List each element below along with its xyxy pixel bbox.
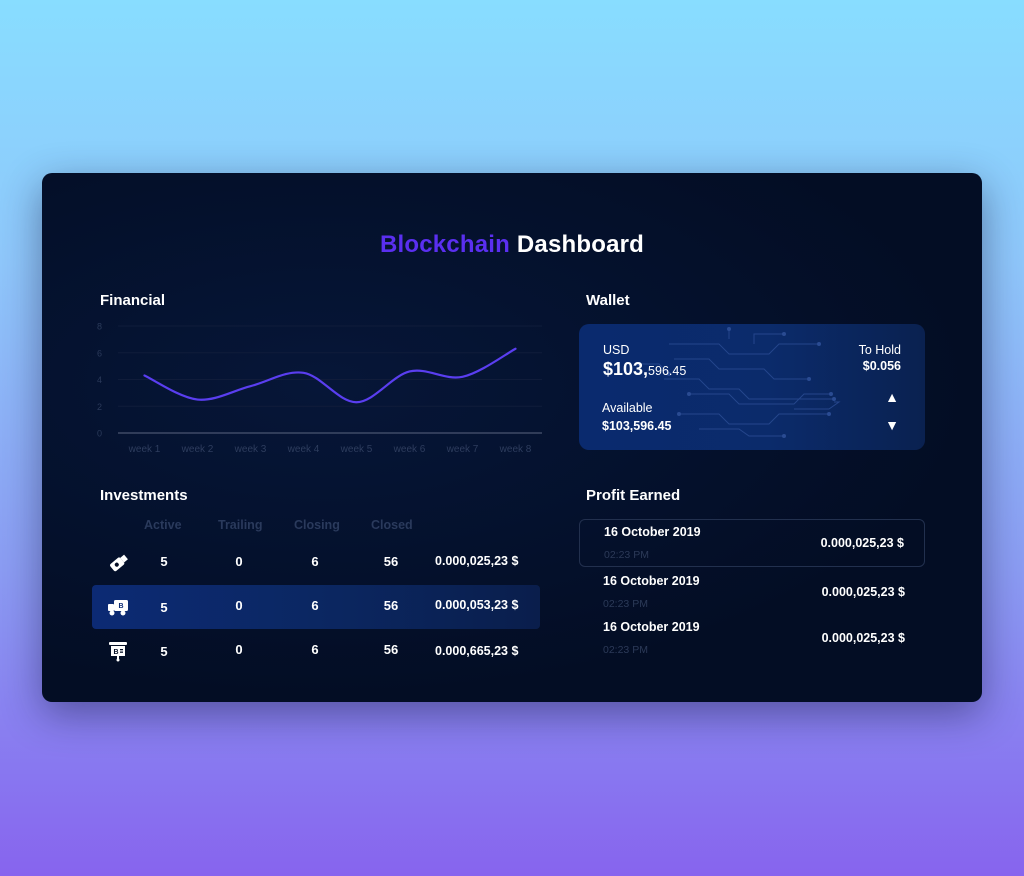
col-closing: Closing — [294, 518, 340, 532]
title-main: Dashboard — [516, 231, 645, 258]
x-tick-label: week 6 — [393, 444, 426, 455]
financial-label: Financial — [100, 292, 166, 309]
circuit-pattern — [637, 327, 841, 438]
y-tick-label: 8 — [97, 322, 102, 332]
closed-value: 56 — [383, 642, 399, 657]
page-title: Blockchain Dashboard — [42, 231, 982, 259]
table-row[interactable]: B 5 0 6 56 0.000,053,23 $ — [92, 585, 540, 629]
list-item[interactable]: 16 October 2019 02:23 PM 0.000,025,23 $ — [579, 615, 925, 663]
closing-value: 6 — [311, 554, 319, 569]
trailing-value: 0 — [235, 598, 243, 613]
closing-value: 6 — [311, 598, 319, 613]
x-tick-label: week 7 — [446, 444, 479, 455]
profit-label: Profit Earned — [586, 487, 681, 504]
wallet-balance-big: $103, — [603, 359, 649, 379]
profit-amount: 0.000,025,23 $ — [821, 631, 905, 645]
profit-amount: 0.000,025,23 $ — [820, 536, 904, 550]
profit-date: 16 October 2019 — [604, 525, 701, 539]
profit-date: 16 October 2019 — [603, 574, 700, 588]
x-tick-label: week 8 — [499, 444, 532, 455]
financial-chart: 0 2 4 6 8 week 1 week 2 week 3 week 4 week 5 week … — [97, 322, 542, 455]
col-active: Active — [144, 518, 182, 532]
x-tick-label: week 2 — [181, 444, 214, 455]
usb-drive-icon — [110, 554, 128, 572]
y-tick-label: 4 — [97, 375, 102, 385]
profit-date: 16 October 2019 — [603, 620, 700, 634]
svg-text:B: B — [118, 603, 123, 610]
trailing-value: 0 — [235, 554, 243, 569]
investment-amount: 0.000,053,23 $ — [435, 598, 519, 612]
x-tick-label: week 5 — [340, 444, 373, 455]
col-closed: Closed — [371, 518, 413, 532]
table-row[interactable]: 5 0 6 56 0.000,025,23 $ — [92, 541, 540, 585]
x-tick-label: week 1 — [128, 444, 161, 455]
active-value: 5 — [160, 644, 168, 659]
wallet-balance: $103,596.45 — [603, 359, 686, 380]
available-value: $103,596.45 — [602, 419, 672, 433]
profit-time: 02:23 PM — [603, 598, 648, 610]
trailing-value: 0 — [235, 642, 243, 657]
closed-value: 56 — [383, 554, 399, 569]
y-tick-label: 6 — [97, 348, 102, 358]
dashboard-panel: Blockchain Dashboard Financial 0 2 4 6 8 week… — [42, 173, 982, 702]
x-tick-label: week 3 — [234, 444, 267, 455]
profit-time: 02:23 PM — [604, 549, 649, 561]
y-tick-label: 0 — [97, 429, 102, 439]
investment-amount: 0.000,665,23 $ — [435, 644, 519, 658]
table-row[interactable]: B 5 0 6 56 0.000,665,23 $ — [92, 629, 540, 673]
profit-time: 02:23 PM — [603, 644, 648, 656]
wallet-currency: USD — [603, 343, 630, 357]
title-accent: Blockchain — [379, 231, 510, 258]
list-item[interactable]: 16 October 2019 02:23 PM 0.000,025,23 $ — [579, 569, 925, 617]
wallet-balance-small: 596.45 — [648, 364, 687, 378]
arrow-down-icon[interactable]: ▼ — [885, 417, 899, 433]
svg-text:B: B — [113, 649, 118, 656]
col-trailing: Trailing — [218, 518, 263, 532]
bitcoin-board-icon: B — [109, 642, 127, 662]
wallet-card: USD $103,596.45 Available $103,596.45 To… — [579, 324, 925, 450]
available-label: Available — [602, 401, 653, 415]
series-line — [143, 347, 517, 404]
wallet-label: Wallet — [586, 292, 630, 309]
profit-amount: 0.000,025,23 $ — [821, 585, 905, 599]
closed-value: 56 — [383, 598, 399, 613]
investments-label: Investments — [100, 487, 188, 504]
active-value: 5 — [160, 554, 168, 569]
to-hold-label: To Hold — [858, 343, 901, 357]
list-item[interactable]: 16 October 2019 02:23 PM 0.000,025,23 $ — [579, 519, 925, 567]
active-value: 5 — [160, 600, 168, 615]
y-tick-label: 2 — [97, 402, 102, 412]
x-tick-label: week 4 — [287, 444, 320, 455]
bitcoin-truck-icon: B — [108, 600, 128, 616]
investment-amount: 0.000,025,23 $ — [435, 554, 519, 568]
arrow-up-icon[interactable]: ▲ — [885, 389, 899, 405]
to-hold-value: $0.056 — [862, 359, 901, 373]
closing-value: 6 — [311, 642, 319, 657]
